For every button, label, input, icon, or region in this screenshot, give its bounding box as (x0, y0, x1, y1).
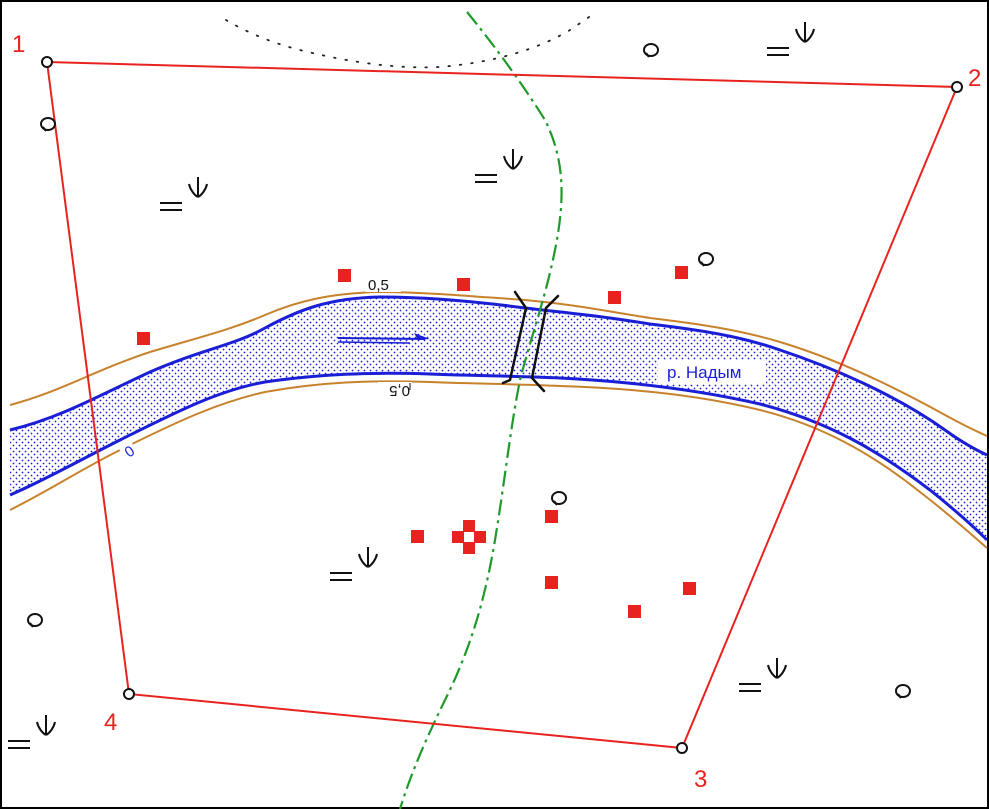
isobath-label-lower: 0,5 (389, 382, 410, 399)
marsh-vegetation-icon (474, 148, 523, 183)
tree-circle-icon (27, 43, 911, 698)
trail-line (398, 11, 563, 809)
vertex-label-2: 2 (968, 65, 981, 92)
marsh-vegetation-icon (766, 21, 815, 56)
river-bank-lower (9, 371, 989, 542)
river-water (10, 297, 987, 540)
marsh-vegetation-icon (7, 714, 56, 749)
marsh-vegetation-icon (159, 176, 208, 211)
building-square-icon (137, 266, 696, 618)
dotted-contour-arc (225, 14, 593, 69)
river-name-label: р. Надым (667, 363, 741, 382)
river-bank-upper (9, 295, 988, 457)
marsh-vegetation-icon (738, 657, 787, 692)
vertex-label-4: 4 (104, 709, 117, 736)
boundary-point-icon (41, 56, 963, 754)
marsh-vegetation-icon (329, 546, 378, 581)
isobath-label-upper: 0,5 (368, 277, 389, 294)
building-cluster-icon (452, 520, 486, 554)
vertex-label-3: 3 (694, 766, 707, 793)
vertex-label-1: 1 (12, 31, 25, 58)
bridge-icon (501, 290, 560, 393)
isobath-lower (9, 380, 988, 549)
flow-direction-arrow-icon (337, 333, 430, 344)
